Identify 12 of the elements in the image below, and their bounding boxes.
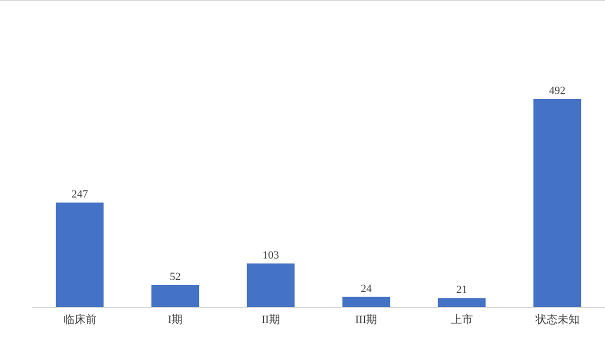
data-label: 52 — [170, 271, 181, 284]
data-label: 24 — [360, 282, 372, 295]
x-tick-label: 临床前 — [63, 313, 96, 326]
x-tick-label: III期 — [355, 314, 378, 326]
data-label: 21 — [456, 284, 468, 296]
data-label: 492 — [549, 85, 566, 97]
data-label: 103 — [262, 249, 280, 262]
x-tick-label: 状态未知 — [534, 313, 580, 326]
x-tick-label: 上市 — [450, 313, 473, 326]
data-label: 247 — [72, 188, 88, 201]
x-tick-label: II期 — [262, 314, 280, 326]
x-tick-label: I期 — [168, 314, 183, 326]
